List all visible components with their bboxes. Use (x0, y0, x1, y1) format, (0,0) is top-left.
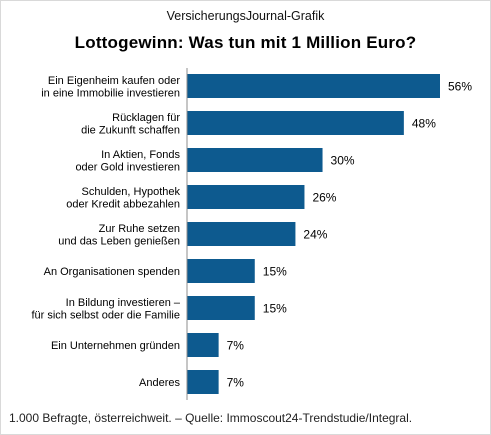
category-label: Rücklagen für die Zukunft schaffen (81, 112, 180, 137)
category-label-line: die Zukunft schaffen (81, 124, 180, 136)
value-label: 24% (303, 228, 327, 242)
category-label: Zur Ruhe setzen und das Leben genießen (58, 223, 180, 248)
category-label: Anderes (139, 377, 180, 389)
category-label: Schulden, Hypothek oder Kredit abbezahlen (66, 186, 180, 211)
category-label-line: In Aktien, Fonds (101, 149, 180, 161)
category-label-line: In Bildung investieren – (66, 297, 181, 309)
category-label: In Aktien, Fonds oder Gold investieren (75, 149, 180, 174)
category-label-line: Anderes (139, 377, 180, 389)
value-label: 15% (263, 302, 287, 316)
category-label-line: für sich selbst oder die Familie (31, 309, 180, 321)
category-label: Ein Eigenheim kaufen oder in eine Immobil… (41, 75, 180, 100)
value-label: 7% (227, 376, 245, 390)
category-label-line: An Organisationen spenden (44, 266, 180, 278)
category-label: Ein Unternehmen gründen (51, 340, 180, 352)
bar (187, 74, 440, 98)
category-label: In Bildung investieren – für sich selbst … (31, 297, 180, 322)
bar (187, 148, 323, 172)
bar (187, 259, 255, 283)
category-label-line: Ein Unternehmen gründen (51, 340, 180, 352)
value-label: 30% (331, 154, 355, 168)
value-label: 15% (263, 265, 287, 279)
bar (187, 111, 404, 135)
bar (187, 296, 255, 320)
category-label-line: Rücklagen für (112, 112, 180, 124)
category-label-line: und das Leben genießen (58, 235, 180, 247)
value-label: 48% (412, 117, 436, 131)
bar (187, 333, 219, 357)
bar (187, 222, 296, 246)
category-label: An Organisationen spenden (44, 266, 180, 278)
chart-footer-note: 1.000 Befragte, österreichweit. – Quelle… (9, 411, 413, 425)
chart-title: Lottogewinn: Was tun mit 1 Million Euro? (74, 33, 417, 52)
category-label-line: oder Gold investieren (75, 161, 180, 173)
value-label: 56% (448, 80, 472, 94)
category-label-line: Ein Eigenheim kaufen oder (48, 75, 180, 87)
category-label-line: in eine Immobilie investieren (41, 87, 180, 99)
value-label: 26% (312, 191, 336, 205)
bar (187, 370, 219, 394)
category-label-line: Schulden, Hypothek (82, 186, 181, 198)
bar (187, 185, 305, 209)
value-label: 7% (227, 339, 245, 353)
category-label-line: oder Kredit abbezahlen (66, 198, 180, 210)
category-label-line: Zur Ruhe setzen (99, 223, 180, 235)
chart-source-label: VersicherungsJournal-Grafik (166, 9, 325, 23)
